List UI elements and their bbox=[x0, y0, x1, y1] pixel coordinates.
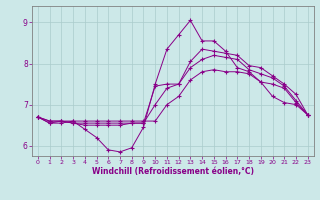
X-axis label: Windchill (Refroidissement éolien,°C): Windchill (Refroidissement éolien,°C) bbox=[92, 167, 254, 176]
